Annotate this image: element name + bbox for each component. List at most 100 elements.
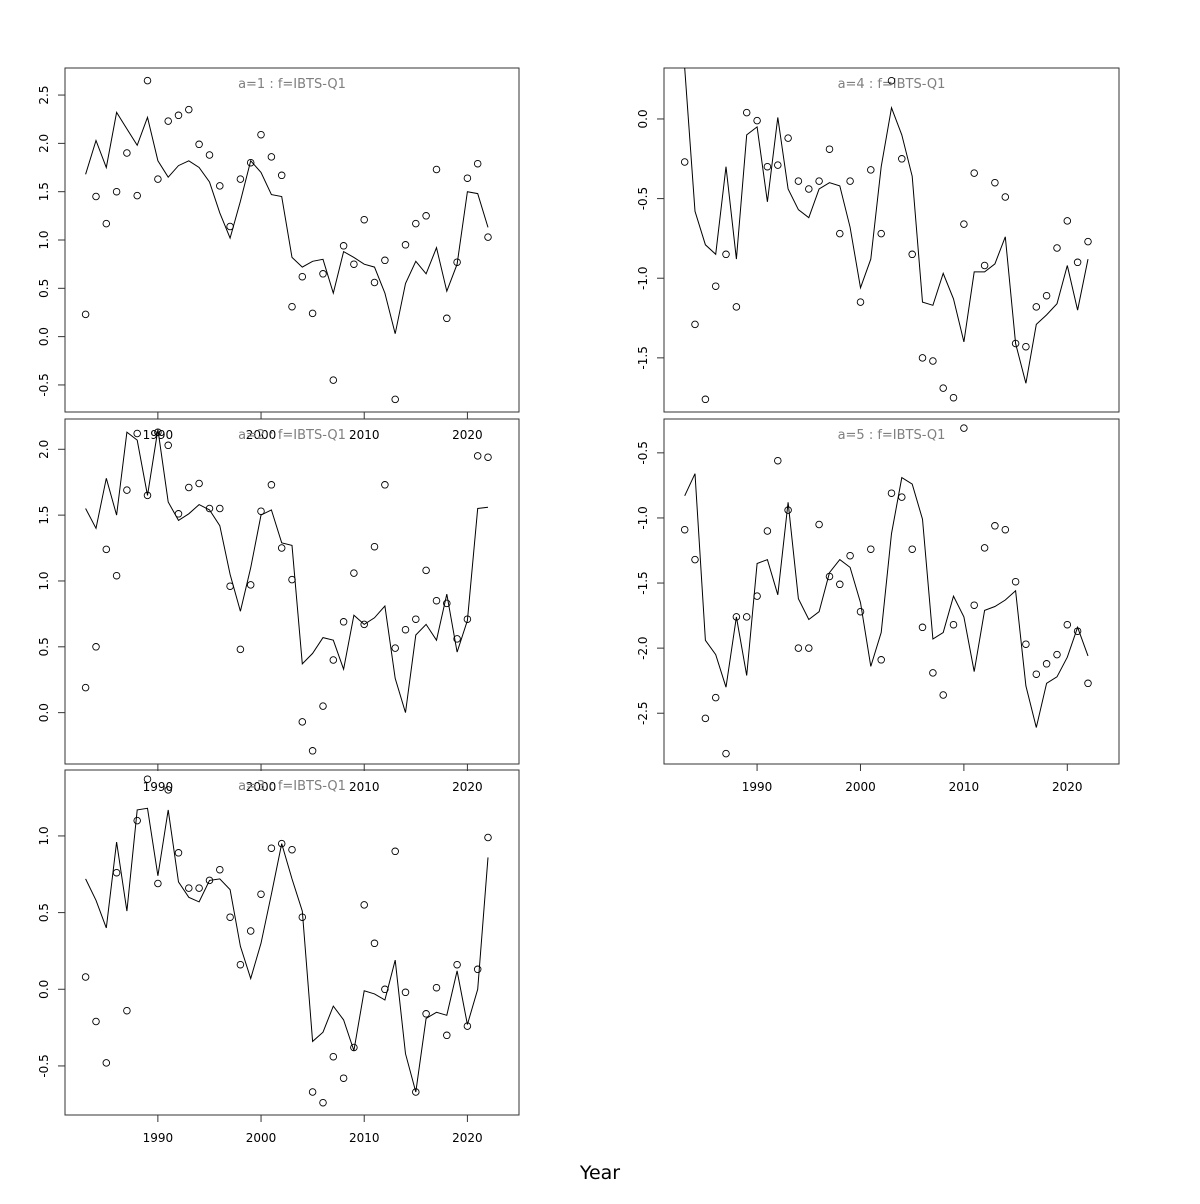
observation-point <box>143 76 152 85</box>
observation-point <box>174 849 183 857</box>
y-tick-label: 1.5 <box>37 182 51 201</box>
observation-point <box>422 212 430 220</box>
fitted-line <box>85 111 489 334</box>
observation-point <box>257 507 265 515</box>
observation-point <box>123 149 131 157</box>
y-tick-label: 0.5 <box>37 903 51 922</box>
panel-frame <box>64 67 520 413</box>
observation-point <box>887 489 896 497</box>
observation-point <box>443 1031 451 1040</box>
observation-point <box>277 171 286 180</box>
observation-point <box>887 76 896 85</box>
observation-point <box>298 272 307 281</box>
observation-point <box>112 868 121 877</box>
x-tick-label: 2020 <box>1052 780 1083 794</box>
observation-point <box>339 618 348 626</box>
observation-point <box>391 644 399 652</box>
observation-point <box>319 1098 327 1107</box>
observation-point <box>329 656 338 664</box>
observation-point <box>970 169 978 177</box>
observation-point <box>898 155 906 163</box>
observation-point <box>753 592 761 600</box>
x-tick-label: 2010 <box>349 428 380 442</box>
observation-point <box>1001 193 1010 201</box>
observation-point <box>422 566 430 575</box>
observation-point <box>918 354 927 362</box>
observation-point <box>298 913 307 921</box>
observation-point <box>174 510 183 518</box>
observation-point <box>432 596 441 605</box>
observation-point <box>774 456 782 465</box>
observation-point <box>277 839 286 848</box>
observation-point <box>257 890 265 898</box>
y-tick-label: 2.5 <box>37 86 51 105</box>
plot-area <box>81 428 492 755</box>
observation-point <box>473 159 482 168</box>
observation-point <box>391 847 399 856</box>
observation-point <box>92 643 100 651</box>
observation-point <box>81 683 90 692</box>
observation-point <box>401 988 410 997</box>
observation-point <box>381 985 389 994</box>
observation-point <box>92 1017 100 1026</box>
observation-point <box>143 775 152 783</box>
y-tick-label: 0.5 <box>37 279 51 298</box>
x-tick-label: 1990 <box>742 780 773 794</box>
observation-point <box>432 983 441 992</box>
observation-point <box>412 219 420 228</box>
observation-point <box>722 250 730 259</box>
observation-point <box>236 645 245 654</box>
y-tick-label: 1.0 <box>37 230 51 249</box>
observation-point <box>1084 237 1092 246</box>
observation-point <box>81 310 90 319</box>
observation-point <box>815 177 823 185</box>
plot-area <box>81 76 492 404</box>
panel-1: a=1 : f=IBTS-Q1 -0.5 0.0 0.5 1.0 1.5 2.0 2.5 199… <box>37 67 520 442</box>
x-tick-label: 1990 <box>143 428 174 442</box>
observation-point <box>350 260 358 268</box>
observation-point <box>825 572 834 581</box>
y-tick-label: -2.5 <box>636 702 650 725</box>
observation-point <box>195 884 203 892</box>
observation-point <box>908 250 916 259</box>
observation-point <box>133 429 141 438</box>
x-tick-label: 2010 <box>349 780 380 794</box>
observation-point <box>908 545 916 553</box>
x-tick-label: 1990 <box>143 780 174 794</box>
observation-point <box>774 161 782 169</box>
panel-frame <box>64 769 520 1116</box>
observation-point <box>381 256 389 265</box>
y-tick-label: 0.0 <box>37 980 51 999</box>
observation-point <box>288 302 296 311</box>
observation-point <box>102 1059 111 1067</box>
panel-frame <box>64 418 520 765</box>
observation-point <box>391 395 399 404</box>
observation-point <box>453 960 461 969</box>
observation-point <box>319 702 327 710</box>
observation-point <box>929 357 937 365</box>
y-tick-label: -0.5 <box>37 373 51 396</box>
observation-point <box>484 453 492 461</box>
observation-point <box>1042 291 1051 300</box>
observation-point <box>1073 627 1082 635</box>
observation-point <box>939 691 947 699</box>
observation-point <box>174 111 183 120</box>
y-tick-label: -0.5 <box>636 441 650 464</box>
panel-title: a=5 : f=IBTS-Q1 <box>838 428 946 443</box>
observation-point <box>856 607 865 616</box>
observation-point <box>1022 640 1030 648</box>
y-tick-label: 0.0 <box>636 109 650 128</box>
observation-point <box>980 261 989 270</box>
observation-point <box>815 520 823 529</box>
x-tick-label: 2000 <box>246 780 277 794</box>
y-tick-label: 2.0 <box>37 440 51 459</box>
observation-point <box>154 175 162 183</box>
observation-point <box>185 884 193 892</box>
observation-point <box>246 927 255 935</box>
observation-point <box>308 1088 317 1096</box>
observation-point <box>216 504 224 513</box>
observation-point <box>226 582 234 590</box>
observation-point <box>443 599 451 608</box>
observation-point <box>267 844 276 852</box>
observation-point <box>918 623 927 632</box>
